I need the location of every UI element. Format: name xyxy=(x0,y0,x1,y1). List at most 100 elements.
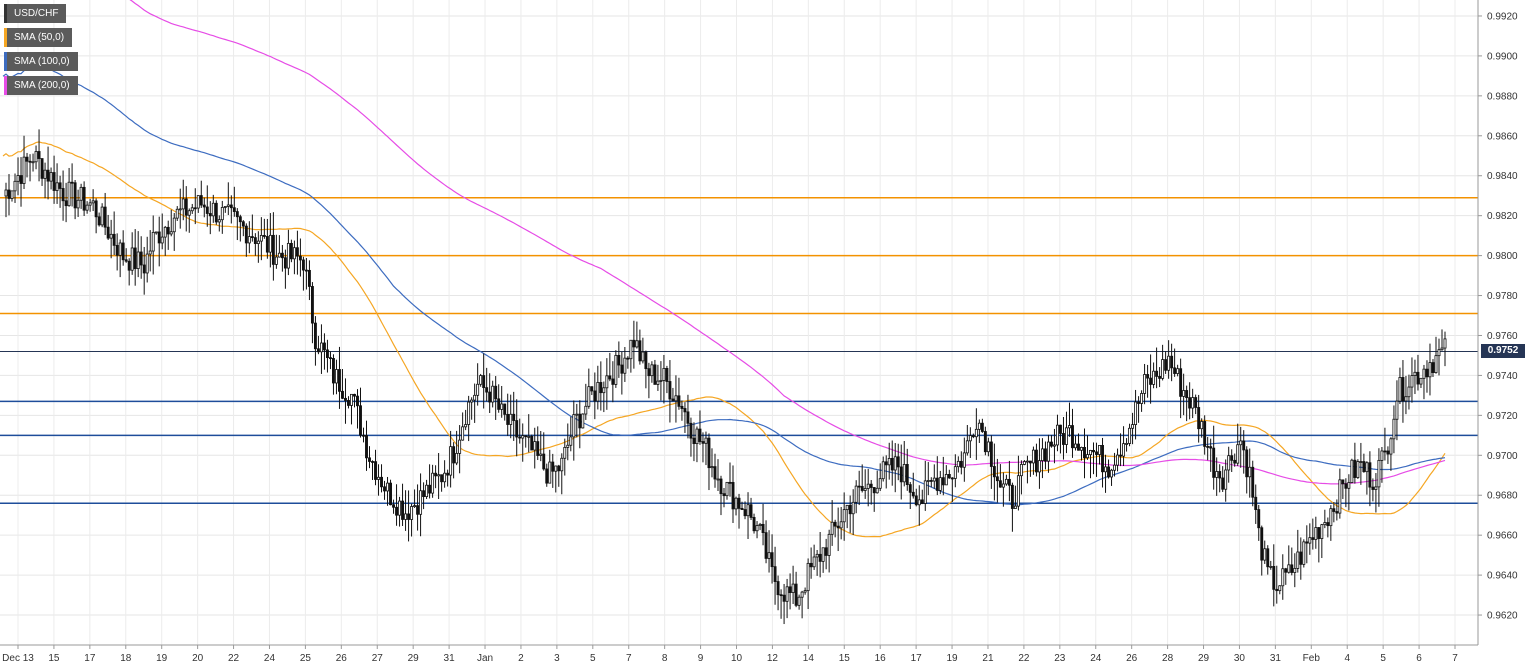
candle-body-up xyxy=(563,446,567,459)
candle xyxy=(758,522,762,531)
candle xyxy=(280,244,284,272)
candle xyxy=(1212,425,1216,490)
candle-body-up xyxy=(881,461,885,480)
candle-body-down xyxy=(124,259,128,262)
candle xyxy=(560,453,564,495)
candle xyxy=(656,364,660,391)
candle xyxy=(325,339,329,373)
candle-body-down xyxy=(25,156,29,162)
candle-body-down xyxy=(947,474,951,479)
candle xyxy=(1116,448,1119,472)
candle xyxy=(145,236,149,283)
candle-body-up xyxy=(154,231,158,234)
candle xyxy=(701,432,705,463)
candle xyxy=(1284,567,1288,585)
candle-body-up xyxy=(335,369,338,384)
candle-body-down xyxy=(770,552,774,568)
candle-body-down xyxy=(262,235,266,237)
candle xyxy=(443,460,447,488)
candle-body-down xyxy=(1007,478,1011,486)
candle xyxy=(1149,354,1153,404)
candle xyxy=(298,238,302,277)
candle xyxy=(1022,460,1026,466)
candle xyxy=(1059,424,1062,454)
candle xyxy=(220,200,224,234)
candle xyxy=(115,233,119,271)
candle xyxy=(88,198,92,212)
candle xyxy=(175,206,179,221)
candle-body-up xyxy=(211,202,215,217)
candle-body-down xyxy=(1245,449,1249,478)
candle xyxy=(1004,474,1008,486)
candle-body-up xyxy=(1314,527,1318,540)
candle-body-down xyxy=(617,354,621,366)
candle-body-down xyxy=(1257,509,1261,529)
candle xyxy=(800,590,804,619)
candle xyxy=(118,239,122,278)
candle-body-up xyxy=(902,464,906,483)
candle-body-up xyxy=(1140,393,1144,404)
candle-body-down xyxy=(899,466,903,483)
candle xyxy=(533,427,537,469)
candle-body-down xyxy=(545,468,549,484)
candle-body-down xyxy=(884,461,888,466)
candle-body-down xyxy=(761,523,765,534)
x-tick-label: 12 xyxy=(767,653,779,664)
candle-body-down xyxy=(896,456,900,468)
candle-body-up xyxy=(13,180,17,192)
candle xyxy=(917,485,921,526)
candle xyxy=(1173,348,1177,377)
candle-body-down xyxy=(1185,390,1189,399)
candle-body-up xyxy=(893,456,897,471)
candle-body-up xyxy=(674,395,678,402)
candle-body-down xyxy=(1383,450,1387,453)
candle xyxy=(854,480,858,514)
x-tick-label: 25 xyxy=(300,653,312,664)
candle-body-up xyxy=(1143,374,1147,394)
candle-body-down xyxy=(911,491,915,497)
candle xyxy=(1016,455,1020,511)
candle xyxy=(1335,499,1339,521)
candle xyxy=(422,482,426,510)
candle-body-up xyxy=(268,234,272,253)
candle xyxy=(497,384,501,413)
candle xyxy=(1215,457,1219,496)
candle xyxy=(1019,460,1023,495)
candle xyxy=(494,376,498,420)
candle xyxy=(848,495,852,533)
candle xyxy=(319,324,323,374)
candle-body-down xyxy=(719,478,723,495)
x-tick-label: 3 xyxy=(554,653,560,664)
candle xyxy=(1287,545,1291,574)
candle xyxy=(572,400,576,461)
candle-body-down xyxy=(1242,440,1246,451)
candle-body-down xyxy=(193,207,197,210)
candle-body-down xyxy=(1233,459,1237,464)
candle xyxy=(1377,448,1381,507)
candle xyxy=(1350,458,1354,484)
candle-body-up xyxy=(67,181,71,207)
candle-body-up xyxy=(259,235,263,242)
candle xyxy=(674,375,678,423)
candle-body-up xyxy=(1350,459,1354,483)
candle xyxy=(797,594,801,610)
candle xyxy=(58,175,62,208)
candle-body-up xyxy=(10,190,14,199)
candle xyxy=(1053,428,1056,464)
candle xyxy=(139,236,143,279)
candle xyxy=(1122,426,1126,466)
candle xyxy=(779,589,783,619)
candle-body-up xyxy=(130,247,134,271)
candle-body-up xyxy=(1068,425,1071,429)
candle xyxy=(1110,468,1113,486)
candle-body-down xyxy=(503,403,507,415)
candle-body-down xyxy=(743,509,747,517)
candle xyxy=(923,460,927,511)
candle xyxy=(947,469,951,479)
candle xyxy=(52,155,56,204)
candle xyxy=(899,444,903,500)
candle xyxy=(1209,438,1213,472)
candle xyxy=(94,198,98,234)
candle xyxy=(1010,482,1014,532)
x-tick-label: 5 xyxy=(1380,653,1386,664)
